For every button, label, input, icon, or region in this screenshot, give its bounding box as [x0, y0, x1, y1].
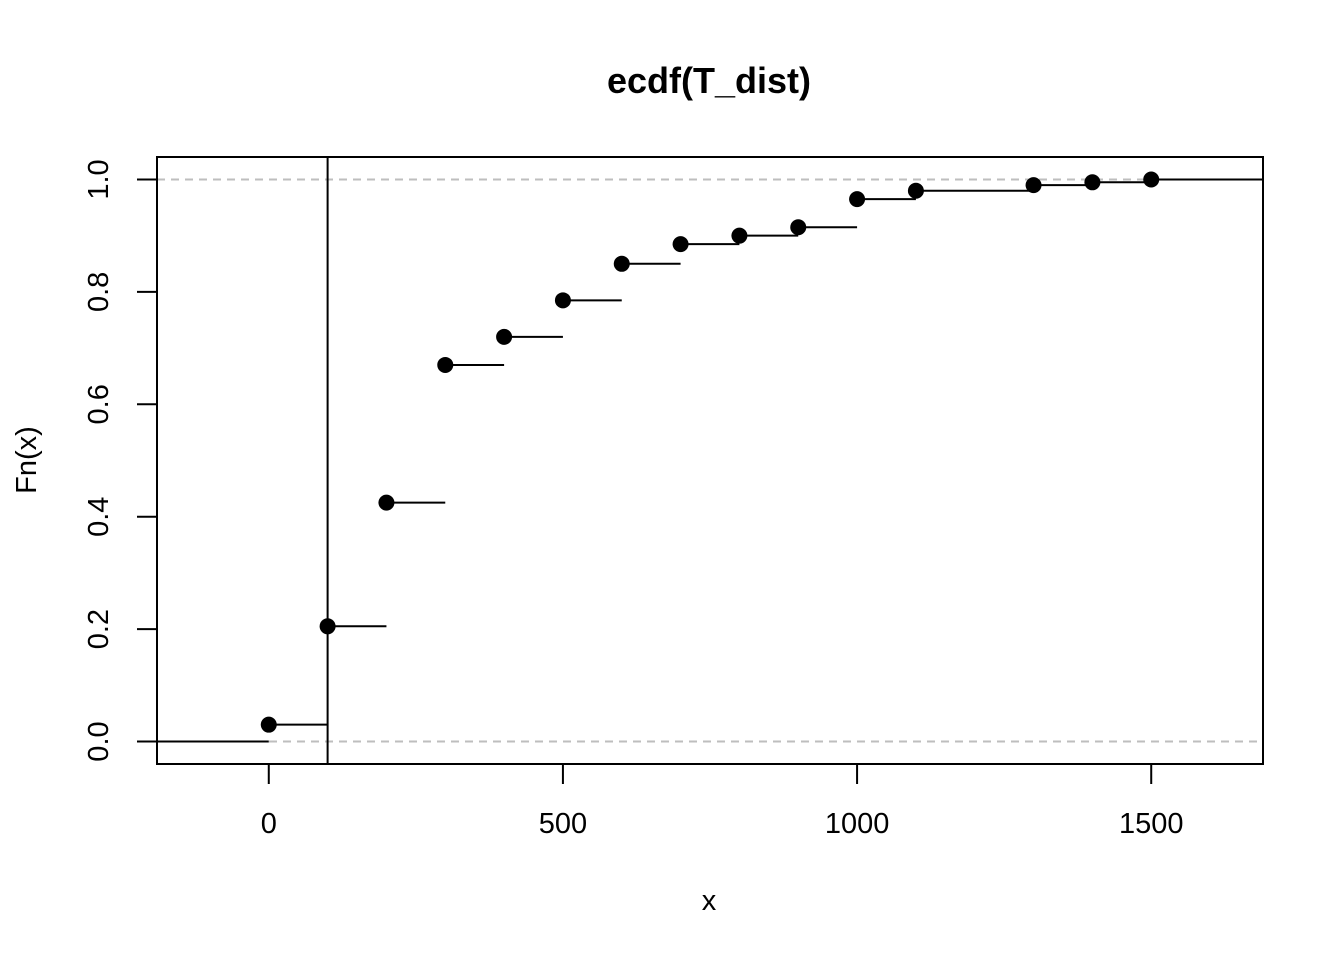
x-axis-label: x: [702, 885, 717, 917]
y-tick-label: 0.0: [83, 721, 115, 761]
data-point: [319, 618, 336, 635]
data-point: [613, 255, 630, 272]
data-point: [554, 292, 571, 309]
y-tick-label: 0.8: [83, 272, 115, 312]
y-tick-label: 0.4: [83, 497, 115, 537]
data-point: [496, 328, 513, 345]
data-point: [378, 494, 395, 511]
data-point: [731, 227, 748, 244]
y-axis-label: Fn(x): [11, 426, 43, 494]
data-point: [437, 356, 454, 373]
data-point: [790, 219, 807, 236]
x-tick-label: 0: [261, 808, 277, 840]
data-point: [1084, 174, 1101, 191]
data-point: [672, 236, 689, 253]
data-point: [849, 191, 866, 208]
y-tick-label: 1.0: [83, 159, 115, 199]
chart-title: ecdf(T_dist): [607, 60, 811, 101]
plot-frame: [156, 156, 1264, 765]
data-point: [1143, 171, 1160, 188]
y-tick-label: 0.2: [83, 609, 115, 649]
x-tick-label: 1500: [1119, 808, 1184, 840]
data-point: [1025, 177, 1042, 194]
data-point: [907, 182, 924, 199]
y-tick-label: 0.6: [83, 384, 115, 424]
x-tick-label: 500: [539, 808, 587, 840]
data-point: [260, 716, 277, 733]
x-tick-label: 1000: [825, 808, 890, 840]
plot-area: 0 500 1000 1500 0.0 0.2 0.4 0.6 0.8 1.0: [83, 156, 1264, 840]
